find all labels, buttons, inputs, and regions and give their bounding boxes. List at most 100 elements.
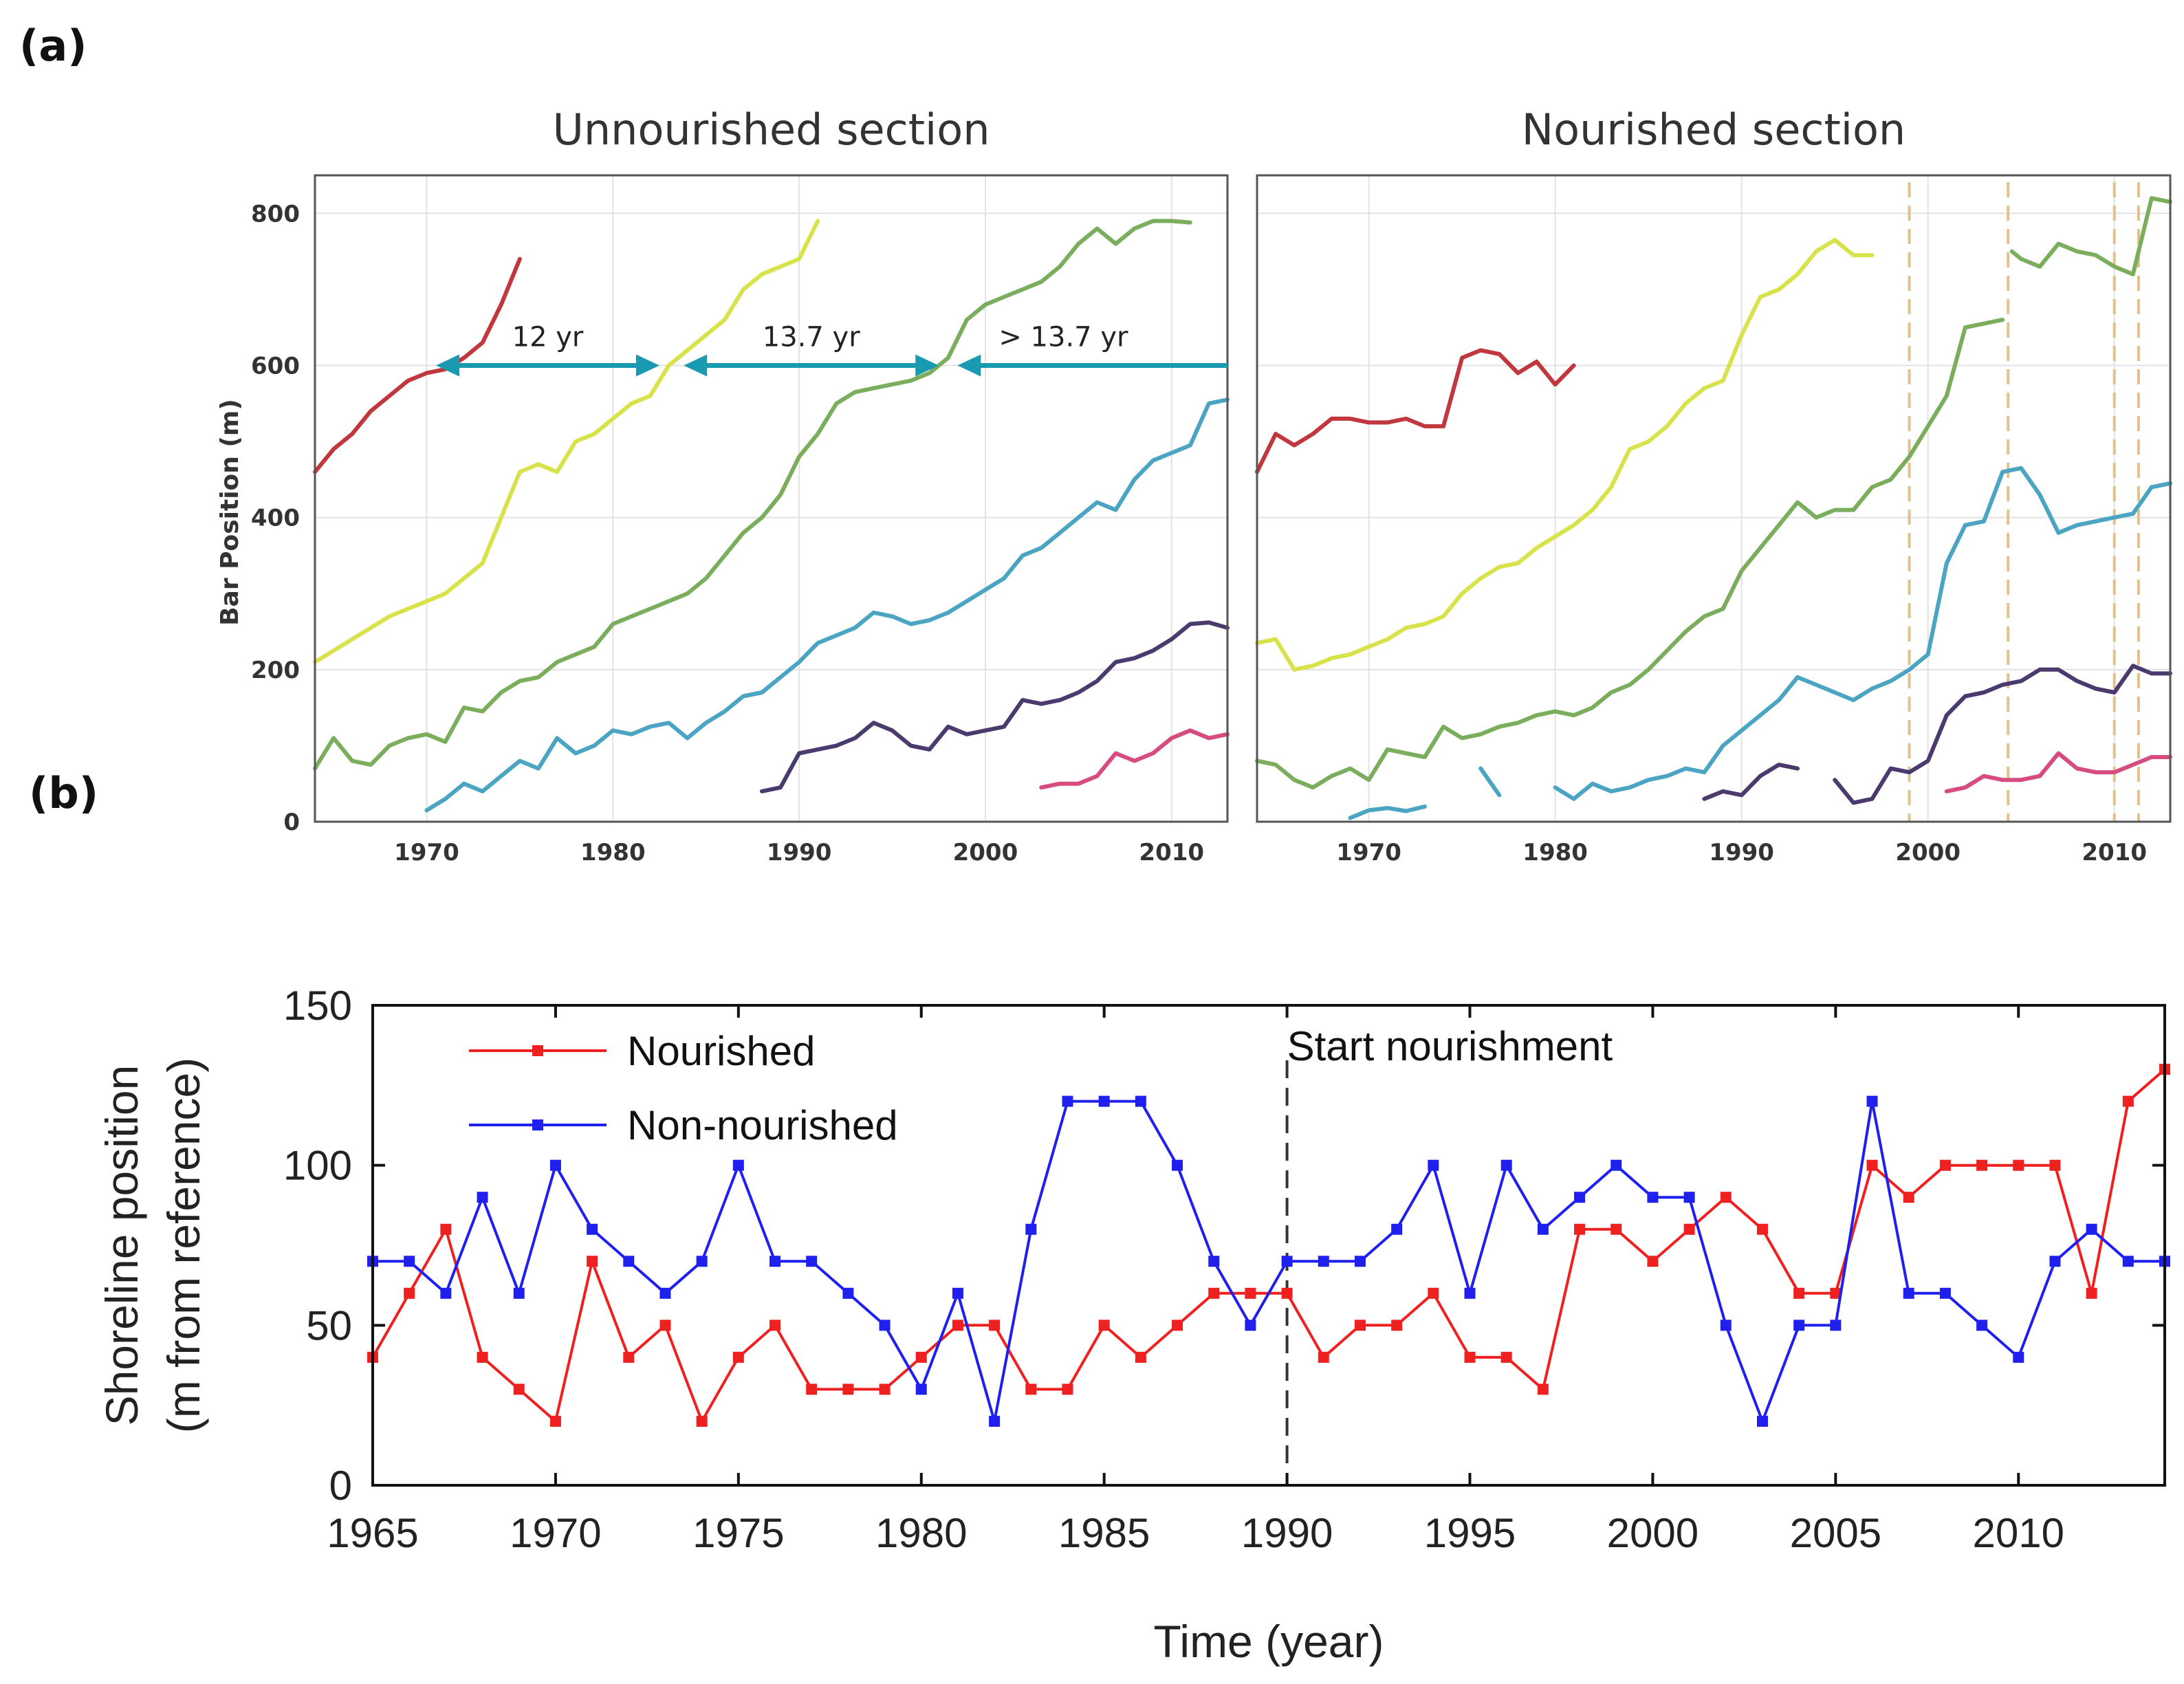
x-tick-label: 2010 [2082,839,2147,866]
data-point [1647,1256,1659,1267]
data-point [1866,1159,1878,1171]
y-tick-label: 0 [283,809,300,836]
data-point [513,1384,525,1395]
data-point [1720,1320,1732,1331]
series-line [1255,348,1576,474]
x-tick-label: 1980 [580,839,646,866]
plot-area [1257,175,2170,822]
data-point [989,1415,1001,1427]
series-line-non-nourished [373,1100,2165,1425]
y-tick-label: 600 [251,352,300,380]
data-point [1903,1192,1914,1203]
interval-arrow-head-right [915,354,939,377]
data-point [806,1256,818,1267]
data-point [587,1256,598,1267]
data-point [659,1287,671,1299]
x-tick-label: 1995 [1424,1510,1516,1556]
x-tick-label: 2000 [1607,1510,1699,1556]
x-tick-label: 1990 [767,839,832,866]
x-tick-label: 1980 [875,1510,967,1556]
data-point [1354,1256,1366,1267]
data-point [659,1320,671,1331]
data-point [842,1384,854,1395]
data-point [952,1287,963,1299]
data-point [1025,1223,1037,1235]
x-tick-label: 2010 [1973,1510,2064,1556]
data-point [1683,1223,1695,1235]
data-point [477,1351,488,1363]
data-point [623,1256,635,1267]
section-title: Unnourished section [552,105,990,155]
data-point [1574,1192,1586,1203]
y-axis-label: Bar Position (m) [216,399,244,626]
data-point [1500,1351,1512,1363]
data-point [1610,1159,1622,1171]
y-axis-label: Shoreline position [96,1065,147,1426]
data-point [769,1320,781,1331]
data-point [2086,1223,2097,1235]
x-tick-label: 1975 [692,1510,784,1556]
x-tick-label: 2000 [953,839,1018,866]
data-point [1866,1095,1878,1107]
data-point [1135,1095,1146,1107]
data-point [2122,1095,2134,1107]
y-tick-label: 400 [251,505,300,532]
series-line [1478,766,1502,798]
data-point [1135,1351,1146,1363]
series-line [313,219,1192,771]
data-point [1281,1256,1293,1267]
data-point [1062,1095,1073,1107]
y-tick-label: 100 [283,1143,352,1189]
data-point [513,1287,525,1299]
x-tick-label: 1970 [510,1510,601,1556]
legend-label: Non-nourished [627,1102,898,1148]
data-point [915,1351,927,1363]
panel-label-a: (a) [19,21,87,71]
data-point [1172,1159,1183,1171]
data-point [404,1256,415,1267]
data-point [1281,1287,1293,1299]
series-line [1553,466,2172,801]
data-point [2122,1256,2134,1267]
x-tick-label: 2010 [1139,839,1204,866]
data-point [440,1287,452,1299]
data-point [477,1192,488,1203]
series-line [424,397,1230,813]
data-point [1318,1351,1329,1363]
series-line [760,620,1230,794]
data-point [952,1320,963,1331]
data-point [2013,1159,2024,1171]
data-point [1391,1320,1403,1331]
data-point [1647,1192,1659,1203]
data-point [1756,1415,1768,1427]
series-line [1039,728,1230,790]
data-point [879,1384,891,1395]
data-point [1172,1320,1183,1331]
data-point [769,1256,781,1267]
data-point [587,1223,598,1235]
data-point [1464,1351,1476,1363]
x-tick-label: 1990 [1709,839,1774,866]
data-point [1976,1320,1988,1331]
data-point [1354,1320,1366,1331]
chart-nourished-section: 1970 1980 1990 2000 2010 Nourished section [1255,105,2172,866]
data-point [1098,1095,1110,1107]
data-point [1318,1256,1329,1267]
data-point [1903,1287,1914,1299]
data-point [989,1320,1001,1331]
x-tick-label: 1990 [1241,1510,1333,1556]
data-point [2049,1159,2061,1171]
data-point [696,1256,708,1267]
series-line [1255,318,2005,790]
y-tick-label: 0 [329,1463,352,1509]
data-point [1245,1320,1256,1331]
data-point [1939,1287,1951,1299]
plot-frame [314,174,1229,823]
data-point [1756,1223,1768,1235]
data-point [1939,1159,1951,1171]
data-point [1464,1287,1476,1299]
data-point [1500,1159,1512,1171]
data-point [696,1415,708,1427]
data-point [1391,1223,1403,1235]
